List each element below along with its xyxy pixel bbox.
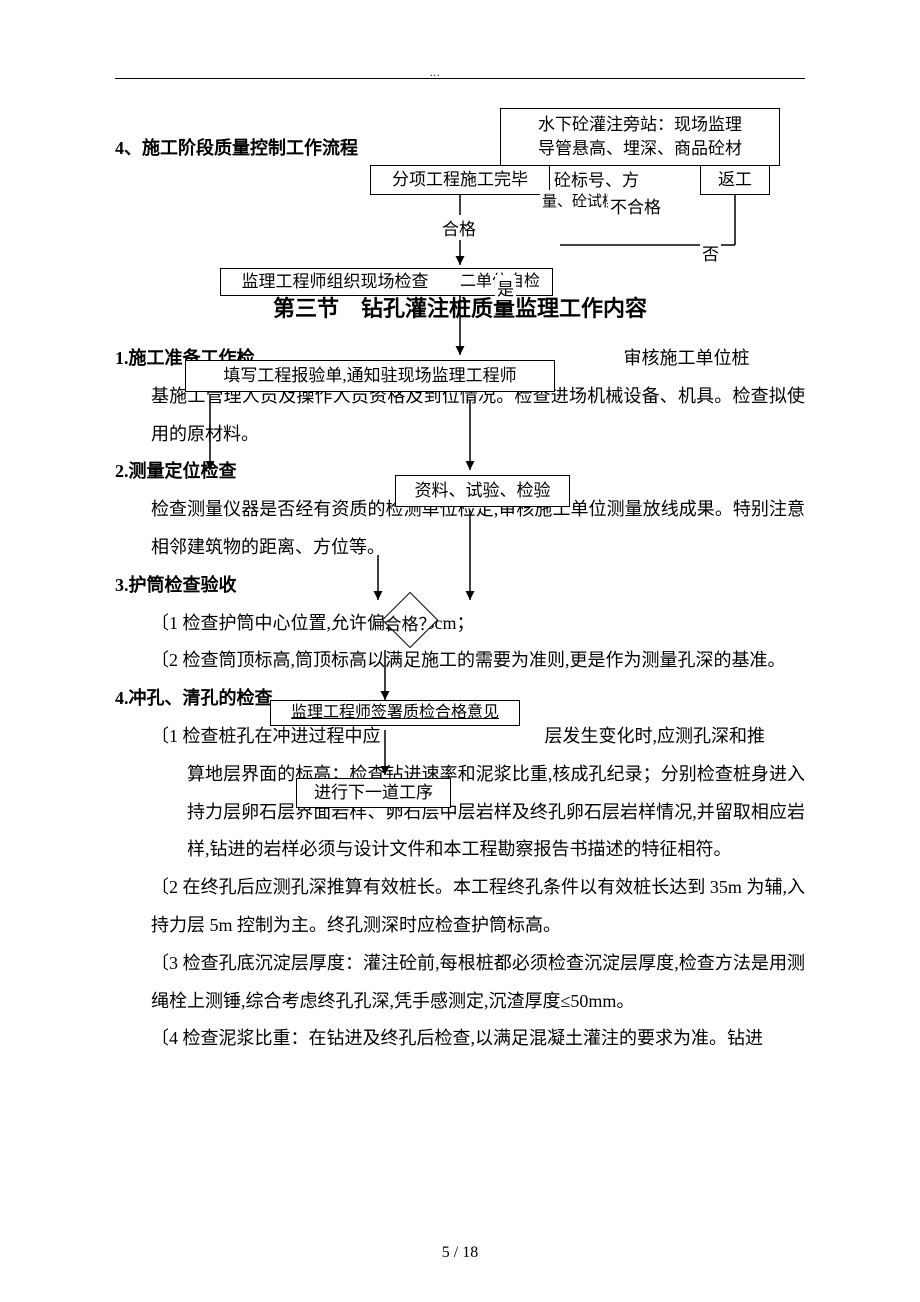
flowbox-pouring-station: 水下砼灌注旁站：现场监理 导管悬高、埋深、商品砼材 bbox=[500, 108, 780, 166]
s4-item-1b: 层发生变化时,应测孔深和推 bbox=[545, 726, 766, 746]
flowbox-complete: 分项工程施工完毕 bbox=[370, 165, 550, 195]
flowbox-return: 返工 bbox=[700, 165, 770, 195]
s4-item-3: 〔3 检查孔底沉淀层厚度：灌注砼前,每根桩都必须检查沉淀层厚度,检查方法是用测绳… bbox=[115, 945, 805, 1021]
s4-item-1a: 〔1 检查桩孔在冲进过程中应 bbox=[151, 726, 381, 746]
flowbox-next-step: 进行下一道工序 bbox=[296, 778, 451, 808]
s1-tail: 审核施工单位桩 bbox=[624, 348, 750, 368]
flowlabel-frag1: 砼标号、方 bbox=[552, 166, 641, 191]
flowbox-fill-form: 填写工程报验单,通知驻现场监理工程师 bbox=[185, 360, 555, 392]
s3-item-2: 〔2 检查筒顶标高,筒顶标高以满足施工的需要为准则,更是作为测量孔深的基准。 bbox=[115, 642, 805, 680]
flowlabel-no: 否 bbox=[700, 240, 721, 265]
s4-item-2: 〔2 在终孔后应测孔深推算有效桩长。本工程终孔条件以有效桩长达到 35m 为辅,… bbox=[115, 869, 805, 945]
flowbox-engineer-inspect: 监理工程师组织现场检查 bbox=[220, 268, 450, 296]
flowlabel-fail: 不合格 bbox=[608, 193, 663, 218]
flowbox-sign: 监理工程师签署质检合格意见 bbox=[270, 700, 520, 726]
flowlabel-yes: 是 bbox=[495, 275, 516, 300]
flowlabel-pass: 合格 bbox=[440, 215, 478, 240]
s3-item-1: 〔1 检查护筒中心位置,允许偏差为 5cm； bbox=[115, 605, 805, 643]
flowbox-sign-text: 监理工程师签署质检合格意见 bbox=[291, 702, 499, 724]
heading-s3: 3.护筒检查验收 bbox=[115, 567, 805, 605]
flowbox-data-test: 资料、试验、检验 bbox=[395, 475, 570, 507]
flow-diamond-label: 合格？ bbox=[365, 610, 455, 635]
s4-item-4: 〔4 检查泥浆比重：在钻进及终孔后检查,以满足混凝土灌注的要求为准。钻进 bbox=[115, 1020, 805, 1058]
s4-item-1c: 算地层界面的标高；检查钻进速率和泥浆比重,核成孔纪录；分别检查桩身进入持力层卵石… bbox=[115, 756, 805, 869]
page-number: 5 / 18 bbox=[0, 1244, 920, 1262]
